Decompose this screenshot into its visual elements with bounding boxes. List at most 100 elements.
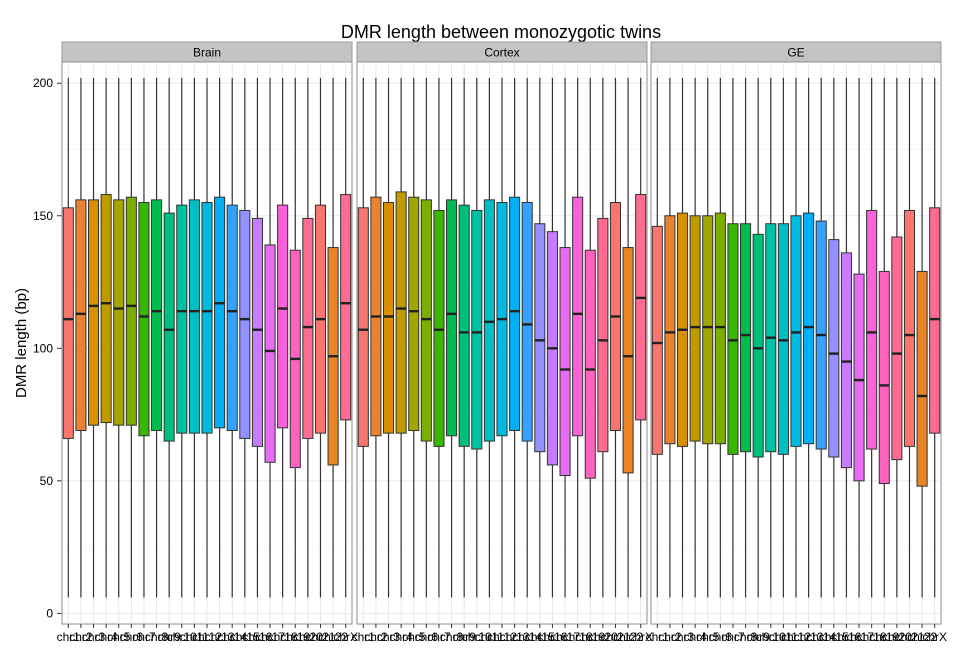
- box-chr6: [714, 77, 726, 598]
- box-body: [790, 215, 802, 447]
- box-body: [635, 194, 647, 421]
- box-chr10: [176, 77, 188, 598]
- box-chr14: [815, 77, 827, 598]
- box-chr6: [125, 77, 137, 598]
- box-body: [572, 196, 584, 437]
- box-body: [597, 217, 609, 453]
- box-chr13: [509, 77, 521, 598]
- box-chr22: [622, 77, 634, 598]
- box-chr19: [584, 77, 596, 598]
- x-tick-label: chr20: [882, 630, 912, 644]
- x-tick-label: chr7: [427, 630, 451, 644]
- x-tick-label: chr17: [844, 630, 874, 644]
- x-tick-label: chr17: [255, 630, 285, 644]
- box-chr5: [113, 77, 125, 598]
- y-axis-label: DMR length (bp): [13, 288, 30, 398]
- x-tick-label: chr1: [57, 630, 81, 644]
- x-tick-label: chr15: [525, 630, 555, 644]
- box-body: [113, 199, 125, 426]
- x-tick-label: chr22: [907, 630, 937, 644]
- x-tick-label: chr9: [747, 630, 771, 644]
- box-body: [239, 209, 251, 439]
- x-tick-label: chrX: [922, 630, 947, 644]
- box-body: [420, 199, 432, 442]
- x-tick-label: chr4: [389, 630, 413, 644]
- x-tick-label: chr6: [120, 630, 144, 644]
- box-chr4: [395, 77, 407, 598]
- box-body: [433, 209, 445, 447]
- box-chr13: [214, 77, 226, 598]
- box-chr21: [314, 77, 327, 598]
- x-tick-label: chr16: [831, 630, 861, 644]
- box-body: [471, 209, 483, 450]
- x-tick-label: chr11: [180, 630, 209, 644]
- box-body: [214, 196, 226, 429]
- box-body: [828, 239, 840, 458]
- x-tick-label: chr21: [600, 630, 630, 644]
- box-body: [382, 202, 395, 434]
- y-tick-label: 150: [33, 209, 53, 223]
- box-body: [891, 236, 903, 461]
- x-tick-label: chr2: [364, 630, 388, 644]
- x-tick-label: chr5: [402, 630, 426, 644]
- box-chr11: [483, 77, 495, 598]
- box-chr10: [471, 77, 483, 598]
- box-body: [483, 199, 495, 442]
- box-chr5: [702, 77, 714, 598]
- box-chr16: [546, 77, 558, 598]
- box-chr18: [866, 77, 878, 598]
- x-tick-label: chr13: [500, 630, 530, 644]
- box-body: [903, 209, 916, 447]
- box-chr2: [75, 77, 87, 598]
- box-body: [584, 249, 596, 479]
- box-chr20: [891, 77, 903, 598]
- box-body: [75, 199, 87, 431]
- x-tick-label: chr10: [167, 630, 197, 644]
- x-tick-label: chr3: [671, 630, 695, 644]
- box-chr22: [327, 77, 339, 598]
- x-tick-label: chr1: [352, 630, 376, 644]
- y-tick-label: 200: [33, 76, 53, 90]
- box-chr5: [408, 77, 420, 598]
- box-body: [151, 199, 163, 431]
- box-body: [188, 199, 200, 434]
- box-chr15: [534, 77, 546, 598]
- box-chr1: [62, 77, 74, 598]
- box-chr17: [264, 77, 276, 598]
- facet-strip-label: Brain: [193, 46, 221, 60]
- box-body: [714, 212, 726, 445]
- box-body: [100, 194, 112, 424]
- x-tick-label: chr11: [769, 630, 798, 644]
- box-chr7: [138, 77, 150, 598]
- x-tick-label: chr8: [440, 630, 464, 644]
- box-chr3: [87, 77, 100, 598]
- box-chr9: [752, 77, 764, 598]
- x-tick-label: chr7: [721, 630, 745, 644]
- box-chr4: [100, 77, 112, 598]
- box-body: [264, 244, 276, 463]
- box-chr19: [878, 77, 890, 598]
- x-tick-label: chr2: [658, 630, 682, 644]
- box-chr22: [916, 77, 928, 598]
- box-body: [929, 207, 941, 434]
- x-tick-label: chr8: [145, 630, 169, 644]
- x-tick-label: chr16: [242, 630, 272, 644]
- box-body: [727, 223, 739, 455]
- x-tick-label: chrX: [333, 630, 358, 644]
- box-chr21: [609, 77, 622, 598]
- box-body: [458, 204, 470, 447]
- panel-ge: GEchr1chr2chr3chr4chr5chr6chr7chr8chr9ch…: [646, 41, 947, 644]
- x-tick-label: chr12: [487, 630, 517, 644]
- panel-brain: Brainchr1chr2chr3chr4chr5chr6chr7chr8chr…: [57, 41, 358, 644]
- box-body: [740, 223, 752, 453]
- box-chr4: [689, 77, 701, 598]
- chart-title: DMR length between monozygotic twins: [341, 22, 661, 42]
- box-body: [916, 270, 928, 487]
- x-tick-label: chr4: [683, 630, 707, 644]
- x-tick-label: chr14: [806, 630, 836, 644]
- box-body: [840, 252, 852, 469]
- box-body: [277, 204, 289, 429]
- box-chr3: [382, 77, 395, 598]
- x-tick-label: chr19: [575, 630, 605, 644]
- x-tick-label: chr21: [305, 630, 335, 644]
